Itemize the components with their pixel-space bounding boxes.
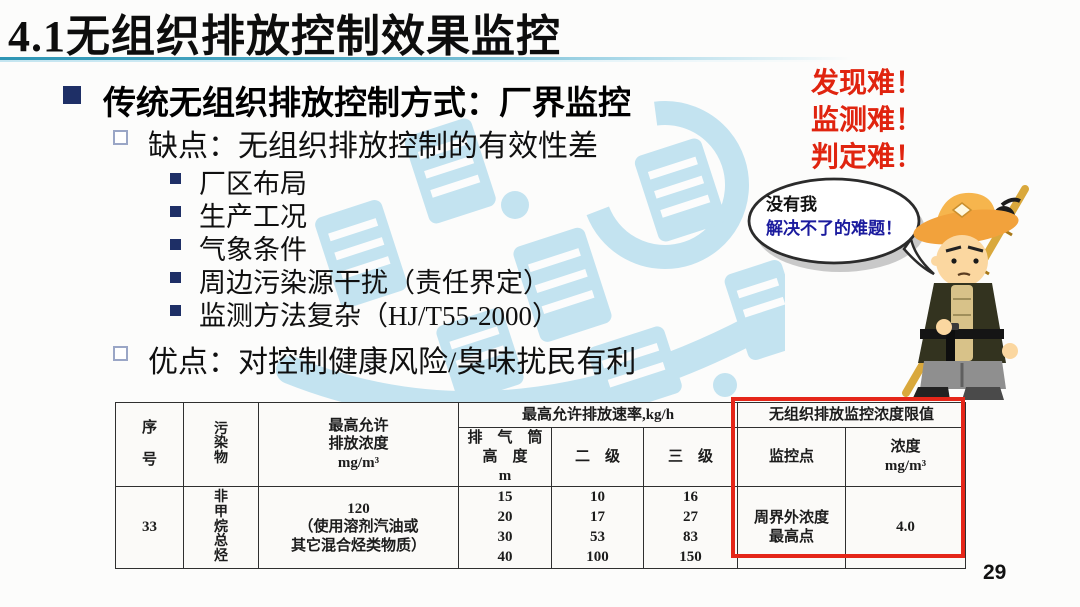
- factor-label: 周边污染源干扰（责任界定）: [199, 268, 550, 298]
- factor-item: 厂区布局: [170, 162, 307, 201]
- th-stack-height: 排 气 筒 高 度 m: [458, 426, 552, 488]
- factor-label: 生产工况: [199, 202, 307, 232]
- con-bullet: 缺点：无组织排放控制的有效性差: [113, 121, 598, 165]
- factor-label: 厂区布局: [199, 169, 307, 199]
- speech-bubble-text: 没有我 解决不了的难题！: [766, 193, 902, 241]
- th-monitor-conc: 浓度 mg/m³: [845, 426, 966, 488]
- speech-bubble: [747, 177, 935, 276]
- cell-grade3: 16 27 83 150: [643, 486, 738, 570]
- hollow-square-icon: [113, 130, 128, 145]
- callout-line: 发现难！: [811, 67, 924, 98]
- bullet-square-icon: [170, 206, 181, 217]
- cell-max-conc: 120 （使用溶剂汽油或 其它混合烃类物质）: [258, 486, 459, 570]
- hollow-square-icon: [113, 346, 128, 361]
- factor-label: 气象条件: [199, 235, 307, 265]
- difficulty-callout: 发现难！ 监测难！ 判定难！: [811, 64, 923, 175]
- callout-line: 监测难！: [811, 104, 924, 135]
- callout-line: 判定难！: [811, 141, 924, 172]
- bullet-square-icon: [170, 173, 181, 184]
- th-grade2: 二 级: [551, 426, 644, 488]
- cell-seq: 33: [115, 486, 184, 570]
- con-bullet-label: 缺点：无组织排放控制的有效性差: [148, 130, 598, 163]
- th-max-rate-span: 最高允许排放速率,kg/h: [458, 402, 738, 428]
- th-grade3: 三 级: [643, 426, 738, 488]
- factor-item: 周边污染源干扰（责任界定）: [170, 261, 550, 300]
- main-bullet-label: 传统无组织排放控制方式：厂界监控: [103, 84, 631, 121]
- th-pollutant: 污 染 物: [183, 401, 259, 488]
- mascot-character-icon: [902, 185, 1029, 400]
- th-seq: 序 号: [115, 401, 184, 488]
- pro-bullet: 优点：对控制健康风险/臭味扰民有利: [113, 337, 636, 381]
- factor-label: 监测方法复杂（HJ/T55-2000）: [199, 301, 559, 331]
- cell-grade2: 10 17 53 100: [551, 486, 644, 570]
- factor-item: 气象条件: [170, 228, 307, 267]
- page-title: 4.1无组织排放控制效果监控: [8, 12, 561, 61]
- cell-pollutant: 非 甲 烷 总 烃: [183, 486, 259, 570]
- bubble-line: 解决不了的难题！: [766, 219, 902, 238]
- emission-standard-table: 序 号 污 染 物 最高允许 排放浓度 mg/m³ 最高允许排放速率,kg/h …: [115, 401, 966, 570]
- speech-bubble-tail: [902, 235, 935, 276]
- bullet-square-icon: [170, 305, 181, 316]
- bullet-square-icon: [63, 86, 81, 104]
- bullet-square-icon: [170, 272, 181, 283]
- page-number: 29: [983, 561, 1007, 584]
- bubble-line: 没有我: [766, 195, 817, 214]
- factor-item: 监测方法复杂（HJ/T55-2000）: [170, 294, 559, 333]
- factor-item: 生产工况: [170, 195, 307, 234]
- pro-bullet-label: 优点：对控制健康风险/臭味扰民有利: [148, 346, 637, 379]
- main-bullet: 传统无组织排放控制方式：厂界监控: [63, 76, 631, 124]
- title-underline: [0, 57, 860, 60]
- highlight-box: [731, 397, 965, 558]
- watermark-logo-icon: [276, 101, 785, 420]
- th-max-conc: 最高允许 排放浓度 mg/m³: [258, 401, 459, 488]
- cell-heights: 15 20 30 40: [458, 486, 552, 570]
- title-underline-light: [0, 60, 860, 62]
- bullet-square-icon: [170, 239, 181, 250]
